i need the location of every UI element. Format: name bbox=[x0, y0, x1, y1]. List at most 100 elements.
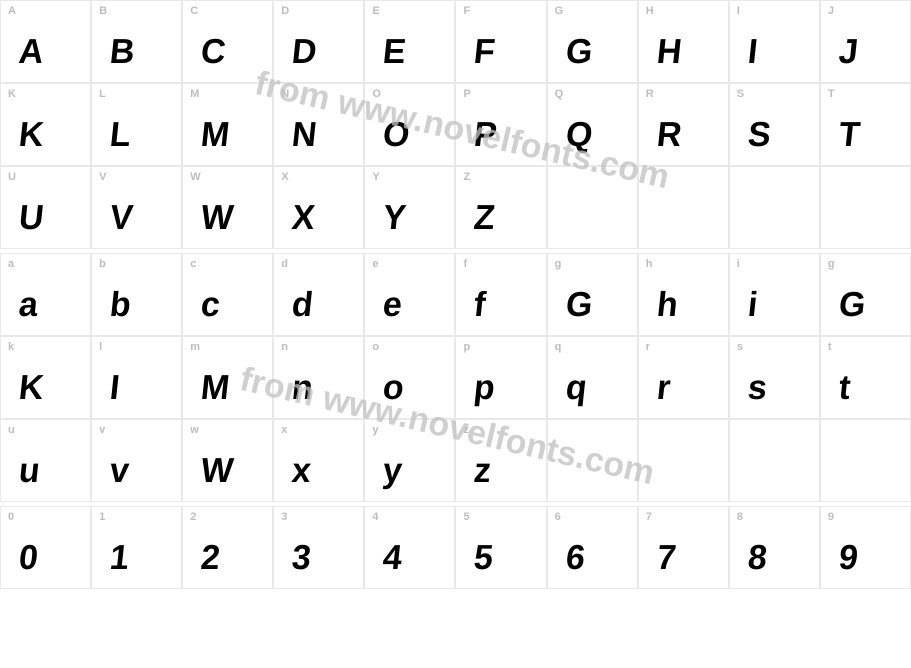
glyph-cell: II bbox=[729, 0, 820, 83]
glyph-cell: 44 bbox=[364, 506, 455, 589]
glyph-cell: SS bbox=[729, 83, 820, 166]
cell-glyph: v bbox=[108, 452, 132, 492]
cell-key-label: V bbox=[99, 171, 106, 183]
glyph-row: UUVVWWXXYYZZ bbox=[0, 166, 911, 249]
cell-glyph: Q bbox=[564, 116, 595, 156]
glyph-cell: 22 bbox=[182, 506, 273, 589]
cell-key-label: 0 bbox=[8, 511, 14, 523]
cell-glyph: y bbox=[381, 452, 405, 492]
cell-glyph: 8 bbox=[746, 539, 770, 579]
cell-key-label: R bbox=[646, 88, 654, 100]
glyph-cell: ee bbox=[364, 253, 455, 336]
glyph-cell: RR bbox=[638, 83, 729, 166]
glyph-cell: 11 bbox=[91, 506, 182, 589]
cell-key-label: T bbox=[828, 88, 835, 100]
cell-glyph: X bbox=[290, 199, 317, 239]
glyph-cell: 66 bbox=[547, 506, 638, 589]
glyph-cell bbox=[638, 166, 729, 249]
cell-key-label: Y bbox=[372, 171, 379, 183]
glyph-cell: VV bbox=[91, 166, 182, 249]
glyph-row: 00112233445566778899 bbox=[0, 506, 911, 589]
glyph-row: kKlImMnnooppqqrrsstt bbox=[0, 336, 911, 419]
cell-key-label: U bbox=[8, 171, 16, 183]
glyph-cell: OO bbox=[364, 83, 455, 166]
glyph-cell: WW bbox=[182, 166, 273, 249]
glyph-row: uuvvwWxxyyzz bbox=[0, 419, 911, 502]
cell-glyph: J bbox=[837, 33, 861, 73]
glyph-cell: HH bbox=[638, 0, 729, 83]
cell-glyph: a bbox=[17, 286, 41, 326]
cell-glyph: h bbox=[655, 286, 680, 326]
cell-glyph: A bbox=[17, 33, 46, 73]
cell-glyph: f bbox=[472, 286, 488, 326]
cell-key-label: v bbox=[99, 424, 105, 436]
cell-key-label: m bbox=[190, 341, 200, 353]
cell-glyph: n bbox=[290, 369, 315, 409]
cell-glyph: I bbox=[108, 369, 122, 409]
glyph-cell: dd bbox=[273, 253, 364, 336]
glyph-cell bbox=[729, 419, 820, 502]
glyph-cell: wW bbox=[182, 419, 273, 502]
cell-key-label: y bbox=[372, 424, 378, 436]
cell-key-label: r bbox=[646, 341, 650, 353]
cell-glyph: W bbox=[199, 452, 236, 492]
cell-key-label: 8 bbox=[737, 511, 743, 523]
cell-key-label: c bbox=[190, 258, 196, 270]
cell-key-label: D bbox=[281, 5, 289, 17]
cell-key-label: 5 bbox=[463, 511, 469, 523]
glyph-cell: BB bbox=[91, 0, 182, 83]
glyph-cell: gG bbox=[820, 253, 911, 336]
cell-glyph: Z bbox=[472, 199, 497, 239]
glyph-cell: nn bbox=[273, 336, 364, 419]
glyph-cell: cc bbox=[182, 253, 273, 336]
glyph-cell: aa bbox=[0, 253, 91, 336]
glyph-cell: oo bbox=[364, 336, 455, 419]
glyph-row: aabbccddeeffgGhhiigG bbox=[0, 253, 911, 336]
cell-key-label: w bbox=[190, 424, 199, 436]
glyph-cell: xx bbox=[273, 419, 364, 502]
glyph-cell bbox=[638, 419, 729, 502]
glyph-cell: uu bbox=[0, 419, 91, 502]
glyph-cell: rr bbox=[638, 336, 729, 419]
cell-glyph: 7 bbox=[655, 539, 679, 579]
font-character-map: AABBCCDDEEFFGGHHIIJJKKLLMMNNOOPPQQRRSSTT… bbox=[0, 0, 911, 589]
glyph-cell: FF bbox=[455, 0, 546, 83]
cell-key-label: X bbox=[281, 171, 288, 183]
cell-glyph: M bbox=[199, 116, 232, 156]
glyph-cell: YY bbox=[364, 166, 455, 249]
cell-key-label: H bbox=[646, 5, 654, 17]
cell-glyph: 6 bbox=[564, 539, 588, 579]
cell-glyph: 0 bbox=[17, 539, 41, 579]
glyph-cell: TT bbox=[820, 83, 911, 166]
cell-glyph: G bbox=[564, 286, 595, 326]
cell-key-label: q bbox=[555, 341, 562, 353]
glyph-cell: mM bbox=[182, 336, 273, 419]
cell-key-label: I bbox=[737, 5, 740, 17]
glyph-cell: ss bbox=[729, 336, 820, 419]
glyph-cell: qq bbox=[547, 336, 638, 419]
cell-glyph: F bbox=[472, 33, 497, 73]
glyph-cell: ZZ bbox=[455, 166, 546, 249]
cell-glyph: M bbox=[199, 369, 232, 409]
glyph-cell: PP bbox=[455, 83, 546, 166]
cell-key-label: C bbox=[190, 5, 198, 17]
cell-key-label: n bbox=[281, 341, 288, 353]
cell-key-label: Q bbox=[555, 88, 564, 100]
cell-glyph: P bbox=[472, 116, 499, 156]
cell-key-label: N bbox=[281, 88, 289, 100]
glyph-cell: KK bbox=[0, 83, 91, 166]
cell-glyph: s bbox=[746, 369, 770, 409]
cell-key-label: p bbox=[463, 341, 470, 353]
cell-key-label: 9 bbox=[828, 511, 834, 523]
glyph-row: AABBCCDDEEFFGGHHIIJJ bbox=[0, 0, 911, 83]
cell-glyph: 1 bbox=[108, 539, 132, 579]
cell-key-label: 6 bbox=[555, 511, 561, 523]
cell-key-label: i bbox=[737, 258, 740, 270]
cell-glyph: t bbox=[837, 369, 853, 409]
cell-key-label: s bbox=[737, 341, 743, 353]
cell-key-label: E bbox=[372, 5, 379, 17]
glyph-row: KKLLMMNNOOPPQQRRSSTT bbox=[0, 83, 911, 166]
glyph-cell: DD bbox=[273, 0, 364, 83]
cell-key-label: A bbox=[8, 5, 16, 17]
glyph-cell bbox=[547, 419, 638, 502]
